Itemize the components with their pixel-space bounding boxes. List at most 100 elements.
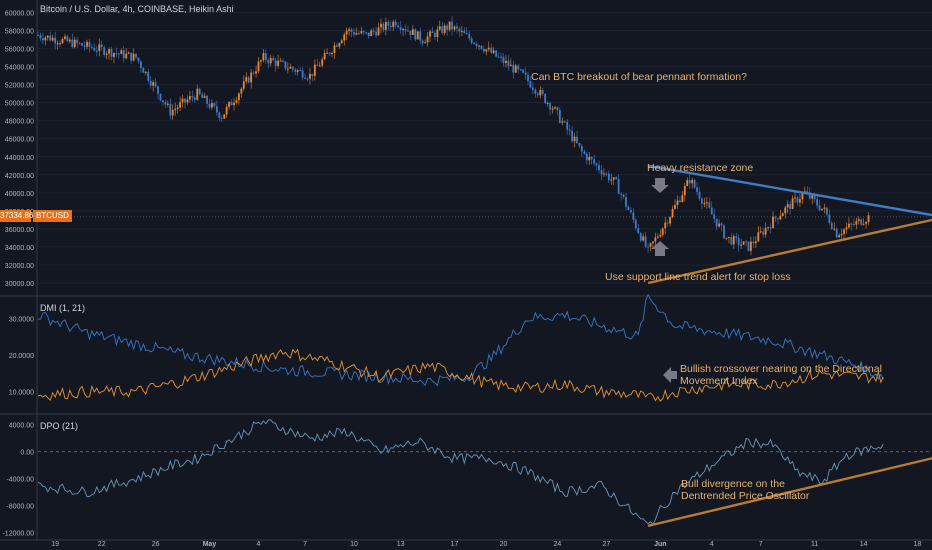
chart-title: Bitcoin / U.S. Dollar, 4h, COINBASE, Hei… — [40, 4, 234, 14]
candle-body — [358, 33, 360, 35]
candle-body — [91, 46, 93, 48]
candle-body — [42, 38, 44, 41]
candle-body — [446, 25, 449, 30]
candle-body — [365, 32, 368, 34]
price-tick-label: 50000.00 — [5, 101, 34, 108]
candle-body — [649, 243, 652, 247]
candle-body — [779, 215, 782, 220]
time-tick-label: 27 — [603, 541, 611, 548]
candle-body — [61, 38, 64, 44]
price-tick-label: 52000.00 — [5, 83, 34, 90]
candle-body — [394, 21, 397, 26]
candle-body — [483, 49, 485, 52]
candle-body — [735, 236, 738, 238]
price-tick-label: 42000.00 — [5, 173, 34, 180]
dmi-label[interactable]: DMI (1, 21) — [40, 303, 86, 313]
candle-body — [438, 26, 441, 30]
candle-body — [122, 50, 125, 59]
price-tick-label: 34000.00 — [5, 245, 34, 252]
candle-body — [661, 228, 664, 235]
candle-body — [784, 207, 787, 214]
candle-body — [627, 206, 630, 210]
candle-body — [487, 47, 490, 50]
candle-body — [220, 118, 223, 120]
candle-body — [88, 41, 91, 47]
candle-body — [46, 35, 49, 38]
candle-body — [407, 30, 409, 32]
candle-body — [375, 31, 377, 36]
candle-body — [571, 130, 573, 142]
candle-body — [541, 90, 544, 95]
candle-body — [313, 64, 316, 76]
candle-body — [781, 213, 784, 216]
candle-body — [666, 222, 669, 224]
candle-body — [311, 73, 314, 76]
time-tick-label: 22 — [98, 541, 106, 548]
candle-body — [713, 214, 716, 219]
time-tick-label: 4 — [710, 541, 714, 548]
candle-body — [485, 49, 488, 52]
candle-body — [536, 93, 539, 96]
candle-body — [421, 40, 424, 44]
candle-body — [845, 227, 848, 230]
candle-body — [152, 82, 155, 86]
time-tick-label: 24 — [554, 541, 562, 548]
candle-body — [811, 195, 814, 199]
dpo-annotation-line2: Dentrended Price Oscillator — [681, 490, 810, 502]
candles — [37, 16, 870, 256]
candle-body — [154, 82, 157, 87]
candle-body — [507, 60, 510, 67]
candle-body — [759, 231, 762, 233]
candle-body — [277, 60, 279, 66]
candle-body — [44, 37, 47, 41]
candle-body — [821, 208, 823, 210]
candle-body — [169, 103, 172, 116]
candle-body — [593, 159, 596, 164]
candle-body — [495, 50, 498, 57]
candle-body — [429, 31, 431, 37]
candle-body — [434, 32, 436, 38]
candle-body — [218, 112, 221, 119]
candle-body — [105, 53, 108, 55]
time-tick-label: 26 — [152, 541, 160, 548]
candle-body — [142, 67, 145, 73]
candle-body — [211, 103, 213, 108]
candle-body — [862, 223, 865, 225]
candle-body — [754, 241, 757, 244]
dpo-label[interactable]: DPO (21) — [40, 421, 79, 431]
candle-body — [615, 177, 618, 180]
candle-body — [708, 202, 711, 208]
candle-body — [336, 45, 338, 47]
candle-body — [852, 224, 855, 226]
resistance-trendline — [647, 164, 932, 217]
candle-body — [698, 191, 701, 199]
candle-body — [404, 28, 407, 31]
candle-body — [257, 61, 260, 72]
candle-body — [159, 93, 162, 101]
candle-body — [764, 228, 767, 235]
candle-body — [605, 173, 608, 175]
candle-body — [130, 52, 132, 61]
candle-body — [93, 47, 96, 51]
candle-body — [554, 107, 556, 109]
candle-body — [56, 43, 59, 45]
candle-body — [612, 177, 615, 180]
candle-body — [688, 180, 691, 184]
candle-body — [664, 222, 667, 229]
candle-body — [833, 228, 836, 230]
candle-body — [203, 95, 206, 98]
candle-body — [228, 101, 230, 107]
candle-body — [747, 241, 750, 251]
candle-body — [848, 223, 850, 228]
candle-body — [622, 194, 625, 197]
candle-body — [595, 163, 598, 166]
candle-body — [544, 94, 547, 104]
candle-body — [463, 31, 466, 34]
candle-body — [340, 40, 343, 44]
candle-body — [723, 225, 725, 239]
candle-body — [644, 236, 647, 247]
candle-body — [260, 60, 262, 62]
trendlines[interactable] — [647, 164, 932, 528]
candle-body — [267, 60, 270, 64]
